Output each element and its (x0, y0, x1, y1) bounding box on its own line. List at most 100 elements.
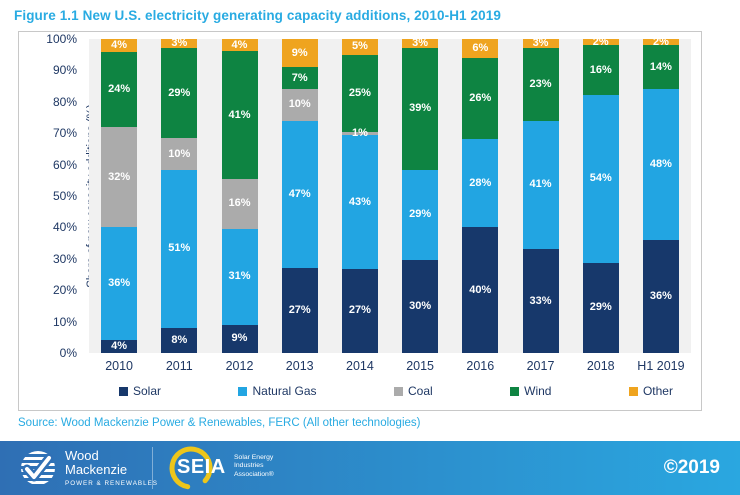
segment-value-label: 7% (291, 71, 308, 84)
segment-wind-2018: 16% (582, 45, 619, 95)
x-axis-labels: 2010 2011 2012 2013 2014 2015 2016 2017 2018 H1 2… (89, 359, 691, 373)
y-tick-100pct: 100% (46, 32, 77, 46)
seia-full-name: Solar Energy Industries Association® (234, 454, 274, 479)
segment-coal-2013: 10% (281, 89, 318, 121)
x-label-2010: 2010 (105, 359, 133, 373)
segment-value-label: 5% (351, 40, 368, 53)
bar-2014: 5% 25% 1% 43% 27% (341, 39, 378, 353)
bar-slot-2012: 4% 41% 16% 31% 9% (209, 39, 269, 353)
segment-value-label: 41% (529, 178, 552, 191)
legend-item-solar: Solar (119, 384, 161, 398)
bar-2018: 2% 16% 54% 29% (582, 35, 619, 353)
segment-value-label: 2% (592, 35, 609, 48)
segment-other-2013: 9% (281, 39, 318, 68)
segment-value-label: 29% (168, 86, 191, 99)
segment-value-label: 31% (228, 270, 251, 283)
segment-value-label: 16% (589, 63, 612, 76)
bar-slot-2016: 6% 26% 28% 40% (450, 39, 510, 353)
segment-value-label: 16% (228, 197, 251, 210)
legend-label: Solar (133, 384, 162, 398)
bar-2011: 3% 29% 10% 51% 8% (161, 38, 198, 353)
segment-wind-H1 2019: 14% (642, 45, 679, 90)
segment-value-label: 47% (288, 187, 311, 200)
segment-wind-2012: 41% (221, 51, 258, 179)
legend-swatch-icon (510, 386, 520, 396)
x-label-2011: 2011 (165, 359, 193, 373)
segment-coal-2014: 1% (341, 128, 378, 139)
seia-logo: SEIA Solar Energy Industries Association… (168, 445, 368, 491)
segment-natural-gas-2011: 51% (161, 169, 198, 329)
segment-value-label: 54% (589, 172, 612, 185)
legend-label: Coal (407, 384, 433, 398)
bar-slot-2013: 9% 7% 10% 47% 27% (270, 39, 330, 353)
bar-slot-2011: 3% 29% 10% 51% 8% (149, 38, 209, 353)
segment-wind-2010: 24% (101, 51, 138, 127)
bar-slot-H1 2019: 2% 14% 48% 36% (631, 36, 691, 353)
segment-value-label: 29% (409, 208, 432, 221)
x-label-2012: 2012 (225, 359, 254, 373)
segment-other-2015: 3% (402, 37, 439, 50)
segment-solar-2014: 27% (341, 269, 378, 353)
segment-natural-gas-2012: 31% (221, 228, 258, 325)
segment-solar-2013: 27% (281, 268, 318, 353)
segment-value-label: 28% (469, 176, 492, 189)
y-tick-60pct: 60% (52, 157, 77, 172)
legend-label: Wind (524, 384, 552, 398)
bar-slot-2014: 5% 25% 1% 43% 27% (330, 39, 390, 353)
legend-swatch-icon (238, 386, 248, 396)
legend: Solar Natural Gas Coal Wind Other (119, 384, 673, 398)
segment-natural-gas-2015: 29% (402, 169, 439, 260)
segment-value-label: 26% (469, 92, 492, 105)
footer-bar: Wood Mackenzie POWER & RENEWABLES SEIA S… (0, 441, 740, 495)
segment-natural-gas-2018: 54% (582, 94, 619, 263)
segment-value-label: 4% (111, 38, 128, 51)
legend-item-other: Other (628, 384, 673, 398)
segment-other-2012: 4% (221, 38, 258, 52)
seia-sun-swoosh-icon (169, 446, 213, 490)
segment-value-label: 25% (348, 86, 371, 99)
segment-natural-gas-2014: 43% (341, 135, 378, 270)
chart-box: Share of new capacity additions (%) 0%10… (18, 31, 702, 411)
seia-name-line1: Solar Energy (234, 454, 274, 461)
segment-natural-gas-2013: 47% (281, 120, 318, 269)
x-label-2017: 2017 (526, 359, 555, 373)
source-note: Source: Wood Mackenzie Power & Renewable… (18, 417, 421, 429)
segment-value-label: 3% (412, 37, 429, 50)
legend-item-coal: Coal (393, 384, 433, 398)
segment-wind-2015: 39% (402, 48, 439, 170)
x-label-2014: 2014 (346, 359, 374, 373)
segment-coal-2011: 10% (161, 138, 198, 170)
segment-wind-2014: 25% (341, 54, 378, 133)
x-label-2018: 2018 (586, 359, 615, 373)
segment-value-label: 23% (529, 78, 552, 91)
legend-label: Other (642, 384, 673, 398)
segment-value-label: 9% (231, 332, 248, 345)
segment-value-label: 4% (231, 38, 248, 51)
segment-value-label: 40% (469, 283, 492, 296)
segment-solar-2012: 9% (221, 324, 258, 353)
segment-value-label: 41% (228, 108, 251, 121)
wood-mackenzie-globe-icon (21, 451, 55, 484)
segment-value-label: 9% (291, 46, 308, 59)
segment-value-label: 27% (348, 304, 371, 317)
bar-slot-2015: 3% 39% 29% 30% (390, 37, 450, 353)
legend-swatch-icon (393, 386, 403, 396)
segment-value-label: 51% (168, 242, 191, 255)
y-tick-70pct: 70% (52, 126, 77, 141)
legend-swatch-icon (628, 386, 638, 396)
segment-value-label: 1% (351, 127, 368, 140)
wm-tagline: POWER & RENEWABLES (65, 479, 158, 487)
x-label-2015: 2015 (406, 359, 435, 373)
segment-wind-2016: 26% (462, 57, 499, 140)
segment-natural-gas-2010: 36% (101, 227, 138, 341)
bar-H1 2019: 2% 14% 48% 36% (642, 36, 679, 353)
plot-area: 4% 24% 32% 36% 4% 3% 29% 10% 51% 8% 4% 41% 16% 31% 9% 9… (89, 35, 691, 353)
footer-divider (152, 447, 153, 489)
segment-other-H1 2019: 2% (642, 36, 679, 47)
segment-other-2017: 3% (522, 38, 559, 49)
seia-name-line2: Industries (234, 462, 264, 470)
y-tick-20pct: 20% (52, 283, 77, 298)
segment-value-label: 4% (111, 340, 128, 353)
wood-mackenzie-logo: Wood Mackenzie POWER & RENEWABLES (18, 448, 158, 488)
